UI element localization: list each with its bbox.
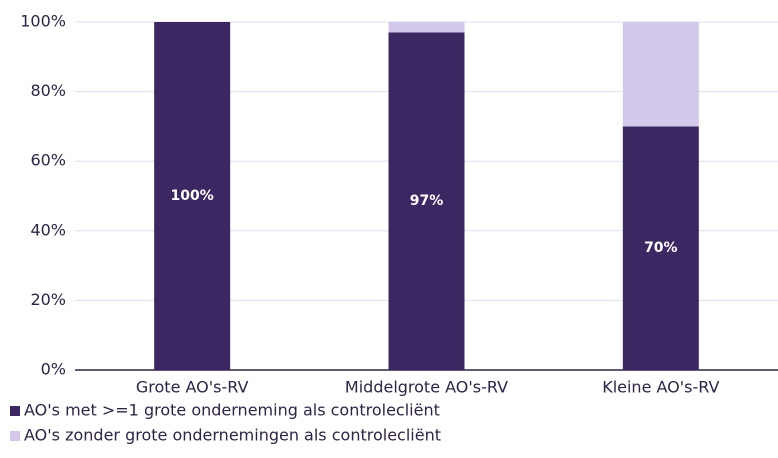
- y-tick-label: 80%: [30, 81, 66, 100]
- x-tick-label: Middelgrote AO's-RV: [345, 378, 508, 397]
- x-tick-label: Kleine AO's-RV: [602, 378, 719, 397]
- x-tick-label: Grote AO's-RV: [136, 378, 249, 397]
- legend-label: AO's met >=1 grote onderneming als contr…: [24, 401, 440, 420]
- y-tick-label: 40%: [30, 220, 66, 239]
- y-tick-label: 60%: [30, 151, 66, 170]
- data-label: 97%: [410, 193, 444, 209]
- y-tick-label: 100%: [20, 12, 66, 31]
- data-label: 100%: [171, 188, 214, 204]
- legend-swatch: [10, 431, 20, 441]
- y-tick-label: 20%: [30, 290, 66, 309]
- bar-segment: [388, 32, 465, 370]
- bar-segment: [388, 22, 465, 33]
- bar-segment: [622, 126, 699, 371]
- data-label: 70%: [644, 240, 678, 256]
- y-tick-label: 0%: [41, 360, 66, 379]
- legend-swatch: [10, 406, 20, 416]
- bar-segment: [622, 22, 699, 127]
- bar-segment: [154, 22, 231, 370]
- legend-label: AO's zonder grote ondernemingen als cont…: [24, 426, 441, 445]
